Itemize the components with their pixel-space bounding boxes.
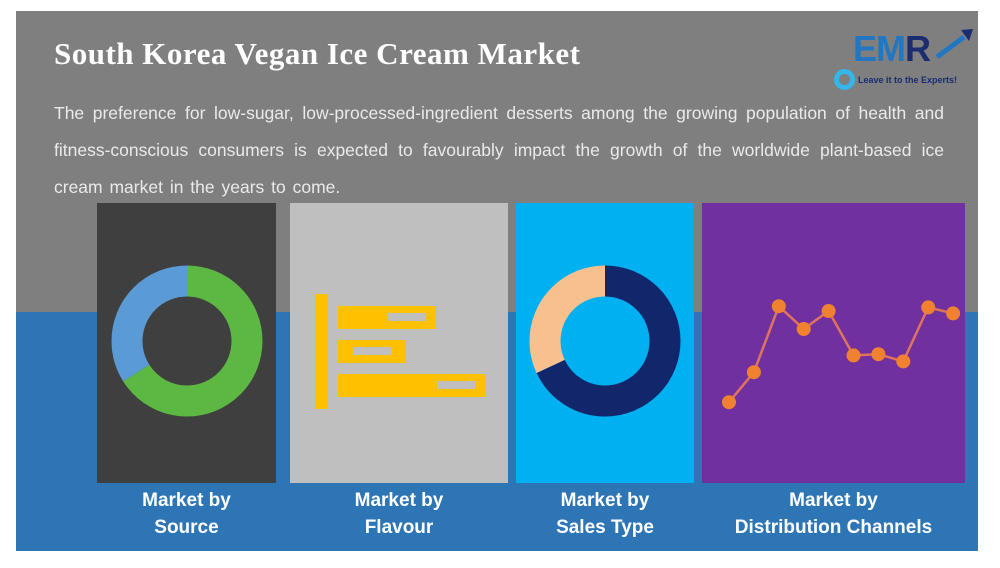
emr-logo-text-em: EM (853, 28, 906, 69)
caption-market-by-distribution-channels: Market by Distribution Channels (672, 487, 978, 541)
bar-label-cutout (388, 313, 426, 321)
caption-market-by-sales-type: Market by Sales Type (496, 487, 714, 541)
market-banner: South Korea Vegan Ice Cream Market The p… (16, 11, 978, 551)
flavour-bar (338, 374, 485, 397)
emr-logo-ring-icon (834, 69, 855, 90)
caption-line: Market by (354, 490, 444, 511)
panel-market-by-distribution-channels (702, 203, 965, 483)
market-description: The preference for low-sugar, low-proces… (54, 103, 944, 197)
page-title: South Korea Vegan Ice Cream Market (54, 36, 581, 71)
caption-market-by-flavour: Market by Flavour (270, 487, 528, 541)
bar-chart-axis (315, 294, 328, 409)
caption-line: Market by (142, 490, 231, 511)
line-chart-distribution (722, 299, 961, 410)
emr-logo-text: EMR (853, 28, 931, 69)
caption-line: Market by (789, 490, 878, 511)
caption-line: Distribution Channels (734, 517, 933, 538)
emr-logo-text-r: R (905, 28, 931, 69)
emr-logo-tagline: Leave it to the Experts! (858, 75, 958, 85)
panel-market-by-sales-type (516, 203, 694, 483)
caption-market-by-source: Market by Source (77, 487, 296, 541)
caption-line: Source (154, 517, 219, 538)
flavour-bar (338, 306, 436, 329)
bar-label-cutout (353, 347, 391, 355)
caption-line: Market by (560, 490, 650, 511)
flavour-bar (338, 340, 406, 363)
panel-market-by-flavour (290, 203, 508, 483)
growth-arrow-icon (935, 29, 973, 60)
donut-chart-source (111, 265, 262, 417)
emr-logo: EMR Leave it to the Experts! (831, 29, 978, 99)
bar-label-cutout (437, 381, 475, 389)
caption-line: Flavour (364, 517, 434, 538)
panel-market-by-source (97, 203, 276, 483)
caption-line: Sales Type (556, 517, 654, 538)
donut-chart-sales-type (529, 265, 681, 417)
